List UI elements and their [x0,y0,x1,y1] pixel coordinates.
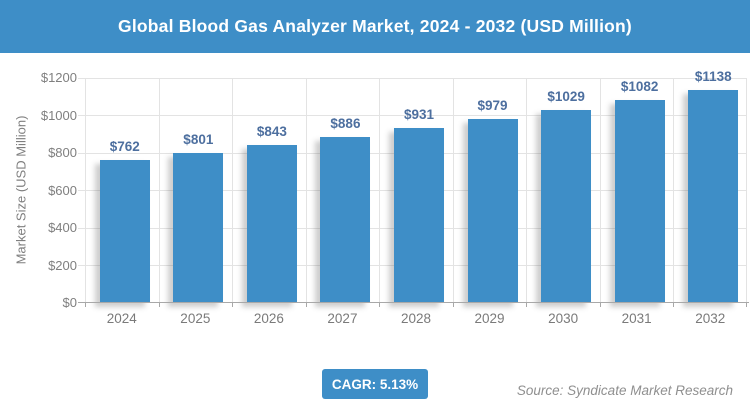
plot-area: $762 2024 $801 2025 $843 2026 $886 2027 $931 2028… [78,69,749,326]
x-tick-label: 2029 [474,311,505,326]
gridline-v [232,78,234,303]
source-attribution: Source: Syndicate Market Research [516,383,733,398]
gridline-h [78,77,747,79]
x-tick-label: 2031 [621,311,652,326]
bar-2028 [394,128,444,303]
x-tick-label: 2025 [180,311,211,326]
chart-header-banner: Global Blood Gas Analyzer Market, 2024 -… [0,0,750,53]
gridline-v [305,78,307,303]
x-axis-tick [452,303,454,307]
y-tick-label: $600 [48,182,77,198]
bar-value-label: $1029 [547,89,585,105]
x-axis-tick [158,303,160,307]
x-axis-tick [232,303,234,307]
gridline-v [746,78,747,303]
y-axis-tick-labels: $0 $200 $400 $600 $800 $1000 $1200 [0,70,77,310]
y-tick-label: $0 [62,295,77,310]
bar-value-label: $1138 [694,68,732,84]
bar-value-label: $931 [403,107,435,123]
y-tick-label: $800 [48,145,77,160]
x-axis-tick [379,303,381,307]
x-tick-label: 2032 [695,311,726,326]
gridline-v [85,78,86,303]
x-tick-label: 2026 [253,311,284,326]
gridline-v [673,78,675,303]
bar-2024 [99,160,150,303]
gridline-v [379,78,381,303]
bar-value-label: $801 [183,131,214,147]
bar-2025 [173,152,224,303]
bar-value-label: $843 [256,123,287,139]
bar-2027 [320,136,371,303]
gridline-v [452,78,454,303]
chart-title: Global Blood Gas Analyzer Market, 2024 -… [118,16,632,36]
bar-value-label: $886 [330,115,361,131]
bar-2032 [688,89,739,303]
x-axis-tick [673,303,675,307]
bar-2031 [614,100,665,303]
gridline-v [158,78,160,303]
x-tick-label: 2030 [548,311,579,326]
bar-2030 [541,110,592,303]
x-axis-tick [599,303,601,307]
x-tick-label: 2024 [106,311,137,326]
cagr-badge: CAGR: 5.13% [322,369,428,399]
bar-value-label: $1082 [620,79,659,95]
gridline-h [78,115,747,116]
y-tick-label: $200 [48,257,77,273]
gridline-v [526,78,528,303]
x-axis-tick [526,303,528,307]
y-tick-label: $400 [48,220,77,235]
x-tick-label: 2028 [400,311,432,326]
x-axis-tick [746,303,747,307]
bar-value-label: $762 [109,139,140,155]
bar-2029 [467,119,518,303]
x-tick-label: 2027 [327,311,358,326]
bar-value-label: $979 [477,98,508,114]
x-axis-tick [305,303,307,307]
y-tick-label: $1200 [40,70,77,85]
x-axis-line [78,302,749,303]
gridline-v [599,78,601,303]
y-tick-label: $1000 [40,107,77,123]
bar-2026 [246,144,297,303]
x-axis-tick [85,303,86,307]
